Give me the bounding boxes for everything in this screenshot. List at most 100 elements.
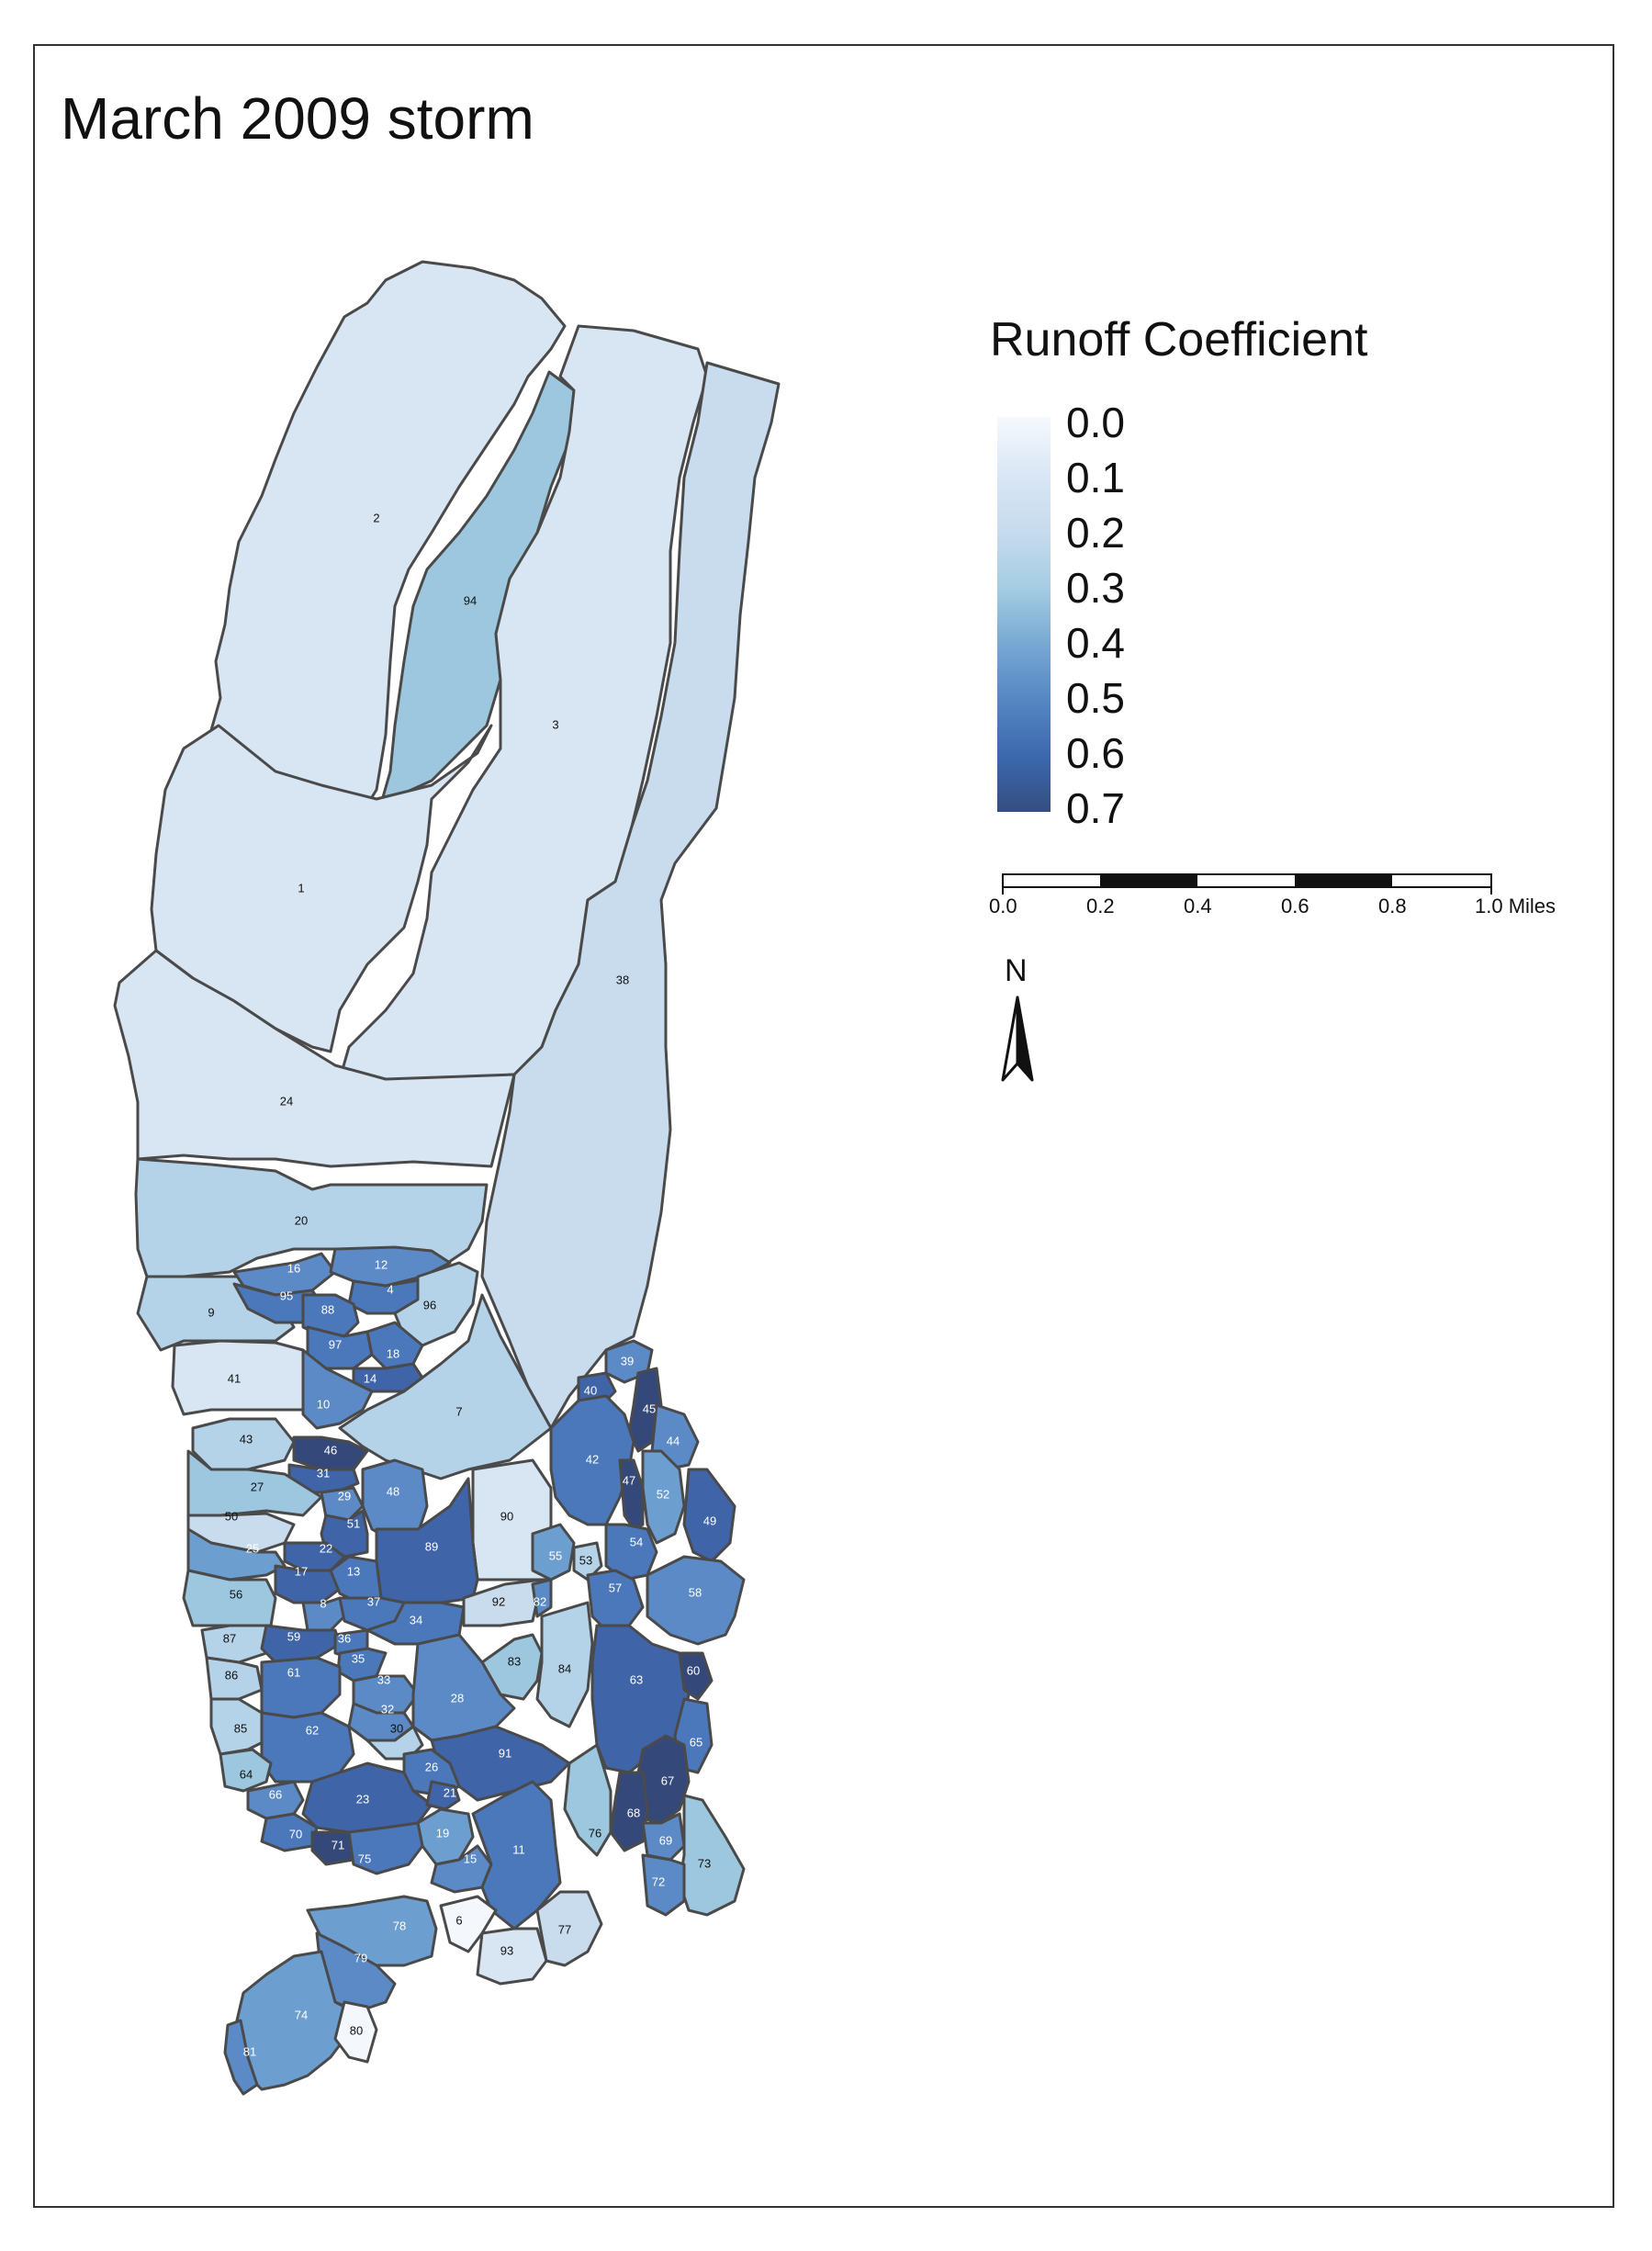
subbasin-label: 83 (508, 1654, 521, 1668)
subbasin-84 (535, 1601, 594, 1728)
subbasin-73 (678, 1794, 746, 1917)
subbasin-label: 72 (652, 1874, 665, 1888)
subbasin-label: 55 (549, 1548, 562, 1562)
subbasin-label: 29 (338, 1489, 351, 1503)
subbasin-label: 37 (367, 1594, 380, 1608)
subbasin-label: 21 (444, 1785, 456, 1799)
subbasin-72 (641, 1853, 686, 1917)
subbasin-label: 60 (687, 1663, 700, 1677)
subbasin-label: 64 (240, 1767, 253, 1781)
subbasin-label: 41 (228, 1371, 241, 1385)
subbasin-label: 79 (354, 1951, 367, 1964)
subbasin-label: 85 (234, 1721, 247, 1735)
subbasin-21 (425, 1780, 461, 1811)
subbasin-label: 97 (329, 1337, 342, 1351)
subbasin-85 (209, 1697, 268, 1756)
subbasin-label: 44 (667, 1434, 680, 1447)
subbasin-label: 51 (347, 1516, 360, 1530)
subbasin-55 (531, 1523, 576, 1581)
scale-label: 0.2 (1086, 895, 1115, 917)
map-title: March 2009 storm (61, 85, 534, 152)
subbasin-label: 54 (630, 1535, 643, 1548)
subbasin-label: 86 (225, 1668, 238, 1682)
subbasin-label: 49 (703, 1514, 716, 1527)
legend-tick: 0.0 (1066, 399, 1125, 446)
subbasin-24 (113, 949, 516, 1168)
subbasin-label: 75 (358, 1851, 371, 1865)
subbasin-81 (223, 2019, 259, 2096)
subbasin-58 (646, 1555, 746, 1646)
legend-tick: 0.1 (1066, 454, 1125, 501)
subbasin-43 (191, 1417, 296, 1471)
subbasin-label: 28 (451, 1691, 464, 1705)
legend-tick: 0.5 (1066, 674, 1125, 722)
subbasin-64 (219, 1748, 273, 1793)
subbasin-label: 66 (269, 1787, 282, 1801)
north-label: N (1005, 953, 1028, 988)
subbasin-label: 81 (243, 2044, 256, 2058)
subbasin-label: 18 (387, 1346, 399, 1360)
subbasin-label: 26 (425, 1760, 438, 1773)
subbasin-label: 3 (552, 717, 558, 731)
subbasin-label: 23 (356, 1792, 369, 1806)
subbasin-label: 70 (289, 1827, 302, 1840)
subbasin-label: 35 (352, 1651, 365, 1665)
subbasin-label: 78 (393, 1919, 406, 1932)
subbasin-label: 93 (500, 1943, 513, 1957)
subbasin-83 (480, 1633, 544, 1701)
subbasin-19 (416, 1807, 475, 1866)
subbasin-77 (535, 1890, 603, 1967)
subbasin-label: 38 (616, 973, 629, 986)
subbasin-30 (365, 1725, 424, 1761)
subbasin-80 (333, 2000, 378, 2064)
scale-label: 0.8 (1378, 895, 1407, 917)
subbasin-label: 76 (589, 1826, 601, 1840)
subbasin-label: 4 (387, 1282, 393, 1296)
subbasin-label: 19 (436, 1826, 449, 1840)
subbasin-label: 90 (500, 1509, 513, 1523)
subbasin-88 (301, 1293, 360, 1338)
subbasin-label: 80 (350, 2023, 363, 2037)
subbasin-label: 32 (381, 1702, 394, 1716)
subbasin-label: 59 (287, 1629, 300, 1643)
subbasin-93 (476, 1927, 548, 1986)
subbasin-label: 15 (464, 1851, 477, 1865)
subbasin-label: 14 (364, 1371, 376, 1385)
legend-tick: 0.7 (1066, 784, 1125, 832)
subbasin-label: 50 (225, 1509, 238, 1523)
subbasin-label: 91 (499, 1746, 511, 1760)
subbasin-label: 42 (586, 1452, 599, 1466)
subbasin-label: 45 (643, 1401, 656, 1415)
subbasin-label: 68 (627, 1806, 640, 1819)
subbasin-label: 84 (558, 1661, 571, 1675)
subbasin-label: 25 (246, 1541, 259, 1555)
subbasin-68 (609, 1771, 649, 1852)
subbasin-label: 30 (390, 1721, 403, 1735)
subbasin-label: 13 (347, 1564, 360, 1578)
subbasin-label: 53 (579, 1553, 592, 1567)
subbasin-label: 6 (455, 1913, 462, 1927)
subbasin-61 (260, 1656, 342, 1719)
subbasin-label: 89 (425, 1539, 438, 1553)
subbasin-label: 95 (280, 1289, 293, 1302)
subbasin-label: 43 (240, 1432, 253, 1446)
legend-title: Runoff Coefficient (990, 313, 1368, 366)
subbasin-label: 69 (659, 1833, 672, 1847)
legend-tick: 0.4 (1066, 619, 1125, 667)
subbasin-59 (260, 1624, 342, 1664)
subbasin-42 (549, 1394, 635, 1526)
scale-label: 1.0 Miles (1475, 895, 1556, 917)
subbasin-57 (586, 1569, 645, 1632)
subbasin-34 (365, 1601, 466, 1646)
subbasin-76 (563, 1743, 612, 1857)
subbasin-49 (682, 1468, 736, 1563)
subbasin-label: 82 (534, 1594, 546, 1608)
subbasin-label: 7 (455, 1404, 462, 1418)
subbasin-82 (531, 1578, 553, 1618)
subbasin-label: 87 (223, 1631, 236, 1645)
legend-tick: 0.6 (1066, 729, 1125, 777)
legend-colorbar (997, 417, 1051, 812)
subbasin-label: 33 (377, 1672, 390, 1686)
subbasin-label: 52 (657, 1487, 669, 1501)
